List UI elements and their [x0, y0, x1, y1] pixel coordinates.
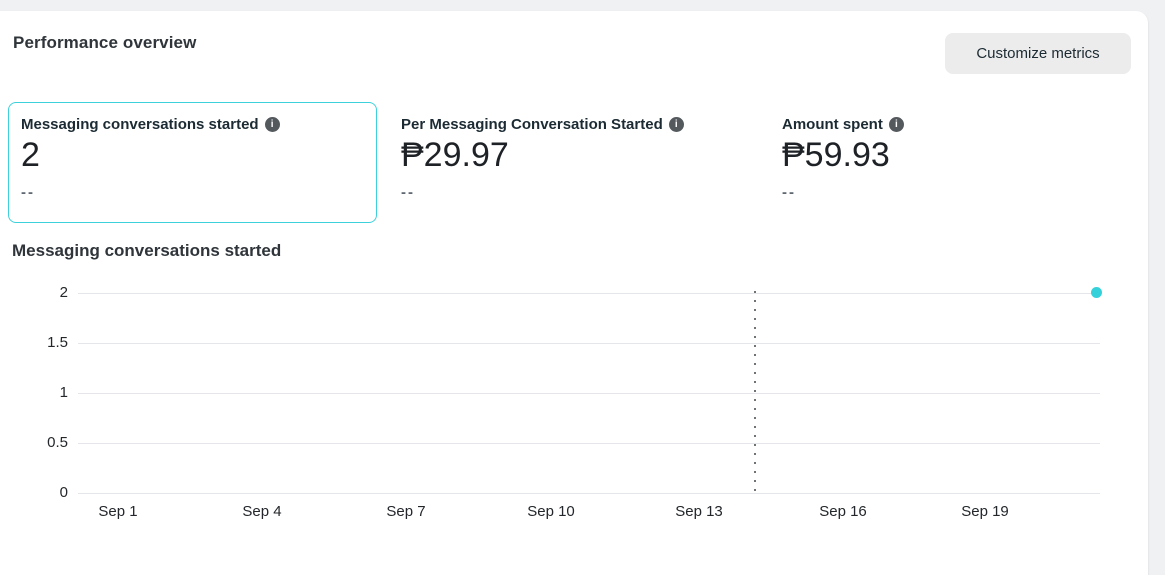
x-axis-tick-label: Sep 16 [819, 503, 867, 520]
x-axis-tick-label: Sep 10 [527, 503, 575, 520]
gridline [78, 343, 1100, 344]
metric-value: 2 [21, 136, 40, 174]
x-axis-tick-label: Sep 1 [98, 503, 138, 520]
gridline [78, 393, 1100, 394]
y-axis-tick-label: 1.5 [47, 334, 68, 351]
metric-value: ₱59.93 [782, 136, 890, 174]
metric-label: Messaging conversations started [21, 116, 259, 133]
customize-metrics-button[interactable]: Customize metrics [945, 33, 1131, 74]
chart-title: Messaging conversations started [12, 241, 282, 260]
gridline [78, 493, 1100, 494]
vertical-dotted-marker [754, 291, 756, 491]
metric-tile-amount-spent[interactable]: Amount spent i ₱59.93 -- [769, 102, 1138, 223]
y-axis-tick-label: 2 [59, 284, 68, 301]
x-axis-tick-label: Sep 13 [675, 503, 723, 520]
info-icon[interactable]: i [668, 117, 684, 132]
metric-label: Amount spent [782, 116, 883, 133]
metric-secondary-value: -- [782, 184, 796, 202]
metric-secondary-value: -- [21, 184, 35, 202]
metric-tile-messaging-conversations-started[interactable]: Messaging conversations started i 2 -- [8, 102, 377, 223]
y-axis-tick-label: 1 [59, 384, 68, 401]
metric-value: ₱29.97 [401, 136, 509, 174]
x-axis-tick-label: Sep 4 [242, 503, 282, 520]
gridline [78, 293, 1100, 294]
y-axis-tick-label: 0.5 [47, 434, 68, 451]
info-icon[interactable]: i [264, 117, 280, 132]
x-axis-tick-label: Sep 19 [961, 503, 1009, 520]
info-icon[interactable]: i [888, 117, 904, 132]
metric-tile-per-messaging-conversation-started[interactable]: Per Messaging Conversation Started i ₱29… [388, 102, 757, 223]
x-axis-tick-label: Sep 7 [386, 503, 426, 520]
data-point-marker[interactable] [1091, 287, 1102, 298]
page-title: Performance overview [13, 33, 197, 52]
y-axis-tick-label: 0 [59, 484, 68, 501]
gridline [78, 443, 1100, 444]
metric-secondary-value: -- [401, 184, 415, 202]
metric-label: Per Messaging Conversation Started [401, 116, 663, 133]
